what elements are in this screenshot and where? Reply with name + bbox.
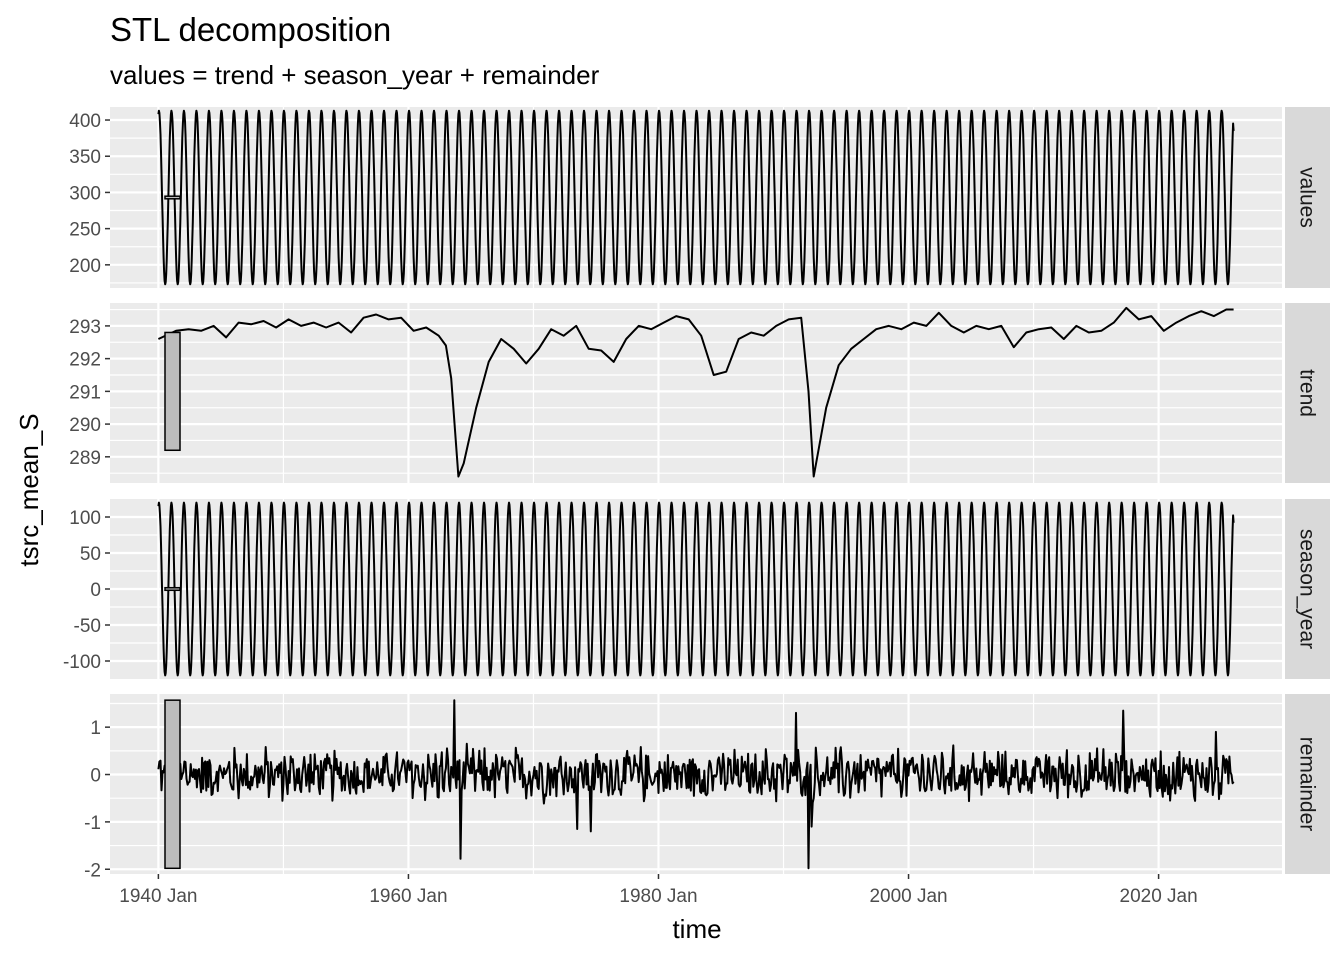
y-tick-label: 250 <box>69 220 101 241</box>
y-tick-label: 300 <box>69 183 101 204</box>
y-tick-label: -50 <box>74 616 101 637</box>
y-axis-title: tsrc_mean_S <box>14 413 44 566</box>
series-line-remainder <box>157 699 1235 870</box>
series-line-season_year <box>157 501 1235 677</box>
y-tick-label: 400 <box>69 111 101 132</box>
facet-strip-label: trend <box>1296 369 1319 417</box>
chart-title: STL decomposition <box>110 11 391 48</box>
scale-bar <box>164 195 181 200</box>
y-tick-label: -2 <box>84 860 101 881</box>
y-tick-label: 50 <box>80 544 101 565</box>
y-tick-label: -100 <box>63 652 101 673</box>
y-tick-label: 290 <box>69 415 101 436</box>
y-tick-label: 291 <box>69 382 101 403</box>
facet-strip <box>1285 107 1330 288</box>
y-tick-label: 293 <box>69 317 101 338</box>
y-tick-label: 0 <box>90 580 101 601</box>
y-tick-label: 292 <box>69 350 101 371</box>
x-tick-label: 1940 Jan <box>119 886 197 907</box>
y-tick-label: 289 <box>69 448 101 469</box>
facet-strip-label: values <box>1296 167 1319 228</box>
y-tick-label: 0 <box>90 766 101 787</box>
x-tick-label: 1960 Jan <box>369 886 447 907</box>
facet-panels: 200 250 300 350 400 values 289 290 291 292 293 tren… <box>63 107 1330 881</box>
x-tick-label: 2000 Jan <box>869 886 947 907</box>
facet-strip <box>1285 499 1330 679</box>
x-axis: 1940 Jan 1960 Jan 1980 Jan 2000 Jan 2020 Jan <box>119 874 1198 907</box>
y-tick-label: 350 <box>69 147 101 168</box>
x-axis-title: time <box>672 914 721 944</box>
y-tick-label: 100 <box>69 508 101 529</box>
panel-trend: 289 290 291 292 293 trend <box>69 303 1330 483</box>
panel-background <box>110 303 1282 483</box>
facet-strip <box>1285 303 1330 483</box>
chart-subtitle: values = trend + season_year + remainder <box>110 60 600 90</box>
y-tick-label: -1 <box>84 813 101 834</box>
x-tick-label: 2020 Jan <box>1120 886 1198 907</box>
panel-values: 200 250 300 350 400 values <box>69 107 1330 288</box>
y-tick-label: 1 <box>90 718 101 739</box>
series-line-trend <box>157 306 1234 478</box>
panel-season_year: -100 -50 0 50 100 season_year <box>63 499 1330 679</box>
scale-bar <box>164 699 181 870</box>
series-line-values <box>157 109 1235 286</box>
facet-strip-label: season_year <box>1296 529 1319 649</box>
scale-bar <box>164 331 181 452</box>
panel-remainder: -2 -1 0 1 remainder <box>84 694 1330 881</box>
facet-strip <box>1285 694 1330 874</box>
facet-strip-label: remainder <box>1296 737 1319 832</box>
y-tick-label: 200 <box>69 256 101 277</box>
scale-bar <box>164 586 181 592</box>
x-tick-label: 1980 Jan <box>619 886 697 907</box>
